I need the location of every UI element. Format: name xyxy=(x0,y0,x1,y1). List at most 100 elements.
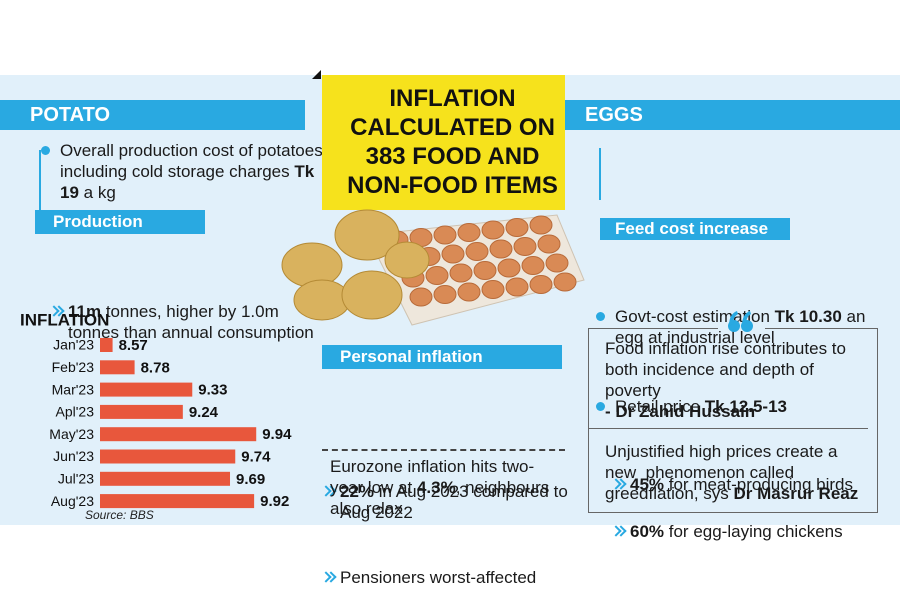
bold-text: Tk 12.5-13 xyxy=(704,397,787,416)
chart-title: INFLATION xyxy=(20,310,109,329)
potato-header: POTATO xyxy=(0,100,305,130)
egg xyxy=(553,272,577,292)
feed-item: 60% for egg-laying chickens xyxy=(612,521,900,542)
inflation-chart: INFLATION Source: BBS Jan'23 8.57 Feb'23 8.… xyxy=(20,310,292,522)
quote-box xyxy=(588,328,878,513)
quote-border xyxy=(588,328,718,329)
feed-header: Feed cost increase xyxy=(600,218,790,240)
y-tick-label: Aug'23 xyxy=(51,493,94,509)
text: Overall production cost of potatoes incl… xyxy=(60,141,323,181)
personal-item: 22% in Aug 2023 compared to Aug 2022 xyxy=(322,481,570,523)
egg xyxy=(457,223,481,242)
egg xyxy=(505,277,529,297)
egg xyxy=(481,220,505,240)
bar xyxy=(100,494,255,509)
corner-mark xyxy=(312,70,321,79)
y-tick-label: Jan'23 xyxy=(53,337,94,353)
bold-text: 45% xyxy=(630,475,665,494)
y-tick-label: Jul'23 xyxy=(58,471,94,487)
eurozone: Eurozone inflation hits two-year low at … xyxy=(330,456,555,519)
text: Eurozone inflation hits two-year low at xyxy=(330,457,535,497)
divider xyxy=(588,428,868,429)
egg xyxy=(529,215,553,235)
y-tick-label: Apl'23 xyxy=(56,404,95,420)
egg xyxy=(513,237,537,256)
source: Source: BBS xyxy=(85,508,154,522)
text: in Aug 2023 compared to Aug 2022 xyxy=(340,482,572,522)
personal-item: Pensioners worst-affected xyxy=(322,567,580,588)
y-tick-label: May'23 xyxy=(49,426,94,442)
bold-text: 11m xyxy=(68,302,102,321)
bold-text: Dr Masrur Reaz xyxy=(733,484,859,503)
text: , neighbours also relax xyxy=(330,478,554,518)
quote: Food inflation rise contributes to both … xyxy=(605,338,867,422)
egg xyxy=(489,239,513,259)
quote: Unjustified high prices create a new phe… xyxy=(605,441,870,504)
text: Retail price xyxy=(615,397,705,416)
egg xyxy=(449,263,473,283)
bold-text: 22% xyxy=(340,482,375,501)
egg xyxy=(441,244,465,264)
text: an egg at industrial level xyxy=(615,307,871,347)
title: INFLATION CALCULATED ON 383 FOOD AND NON… xyxy=(347,85,558,199)
bullet-line xyxy=(599,148,601,200)
y-tick-label: Feb'23 xyxy=(52,359,95,375)
egg xyxy=(545,253,569,273)
bar xyxy=(100,449,236,464)
value-label: 8.57 xyxy=(119,337,148,354)
text: Food inflation rise contributes to both … xyxy=(605,339,851,400)
quote-border xyxy=(765,328,878,329)
value-label: 8.78 xyxy=(141,359,170,376)
egg xyxy=(505,218,529,237)
y-tick-label: Mar'23 xyxy=(52,381,95,397)
eggs-header: EGGS xyxy=(565,100,900,130)
eggs xyxy=(385,215,577,307)
egg xyxy=(521,256,545,275)
bar xyxy=(100,360,135,375)
egg xyxy=(497,258,521,278)
egg xyxy=(409,287,433,307)
text: a kg xyxy=(78,183,116,202)
food-picture xyxy=(281,209,585,326)
text: tonnes, higher by 1.0m tonnes than annua… xyxy=(68,302,314,342)
bold-text: 60% xyxy=(630,522,665,541)
bar xyxy=(100,382,193,397)
value-label: 9.92 xyxy=(260,493,289,510)
text: for egg-laying chickens xyxy=(664,522,843,541)
production-text: 11m tonnes, higher by 1.0m tonnes than a… xyxy=(50,301,318,343)
egg xyxy=(433,285,457,304)
text: Pensioners worst-affected xyxy=(340,568,537,587)
bold-text: - Dr Zahid Hussain xyxy=(605,402,756,421)
egg xyxy=(465,242,489,261)
egg xyxy=(433,225,457,245)
personal-header: Personal inflation xyxy=(322,345,562,369)
text: for meat-producing birds xyxy=(664,475,854,494)
egg xyxy=(473,261,497,280)
potato-cost: Overall production cost of potatoes incl… xyxy=(41,140,325,203)
egg xyxy=(457,282,481,302)
bullet-line xyxy=(39,150,41,212)
egg xyxy=(537,234,561,254)
quote-mark xyxy=(728,311,753,332)
bar xyxy=(100,338,113,352)
egg xyxy=(481,280,505,299)
divider xyxy=(322,449,565,451)
egg xyxy=(425,266,449,285)
bar xyxy=(100,427,257,442)
value-label: 9.94 xyxy=(262,426,292,443)
production-header: Production xyxy=(35,210,205,234)
bar xyxy=(100,404,183,419)
value-label: 9.24 xyxy=(189,404,219,421)
bold-text: 4.3% xyxy=(416,478,456,497)
value-label: 9.33 xyxy=(198,382,227,399)
eggs-item: Retail price Tk 12.5-13 xyxy=(596,396,885,417)
value-label: 9.74 xyxy=(241,448,271,465)
potatoes xyxy=(281,209,430,321)
title-box xyxy=(322,75,565,210)
y-tick-label: Jun'23 xyxy=(53,448,94,464)
feed-item: 45% for meat-producing birds xyxy=(612,474,900,495)
egg xyxy=(529,275,553,294)
bold-text: Tk 19 xyxy=(60,162,319,202)
bold-text: Tk 10.30 xyxy=(774,307,842,326)
value-label: 9.69 xyxy=(236,471,265,488)
